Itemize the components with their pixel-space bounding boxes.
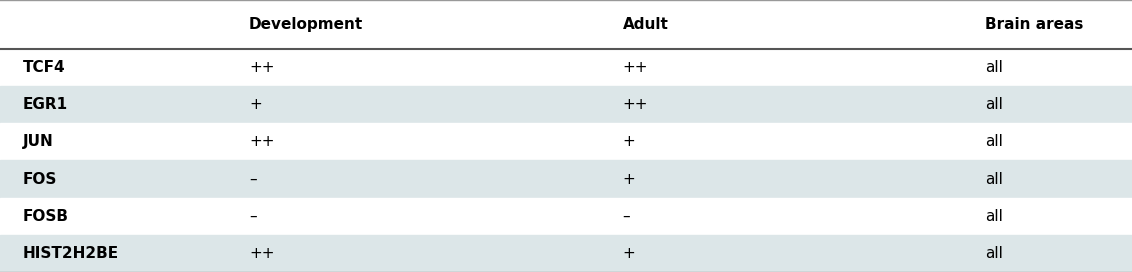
Text: +: +: [623, 246, 635, 261]
Text: ++: ++: [249, 246, 275, 261]
Text: all: all: [985, 209, 1003, 224]
Text: –: –: [623, 209, 631, 224]
Text: EGR1: EGR1: [23, 97, 68, 112]
Text: Adult: Adult: [623, 17, 669, 32]
Text: TCF4: TCF4: [23, 60, 66, 75]
Text: FOSB: FOSB: [23, 209, 69, 224]
Bar: [0, 235, 1132, 272]
Text: HIST2H2BE: HIST2H2BE: [23, 246, 119, 261]
Bar: [0, 123, 1132, 160]
Text: Brain areas: Brain areas: [985, 17, 1083, 32]
Text: FOS: FOS: [23, 172, 57, 187]
Text: –: –: [249, 209, 257, 224]
Text: ++: ++: [623, 97, 649, 112]
Text: –: –: [249, 172, 257, 187]
Text: ++: ++: [249, 60, 275, 75]
Text: JUN: JUN: [23, 134, 53, 149]
Bar: [0, 49, 1132, 86]
Text: ++: ++: [249, 134, 275, 149]
Bar: [0, 160, 1132, 198]
Bar: [0, 198, 1132, 235]
Text: +: +: [623, 134, 635, 149]
Text: all: all: [985, 172, 1003, 187]
Bar: [0, 0, 1132, 49]
Bar: [0, 86, 1132, 123]
Text: +: +: [249, 97, 261, 112]
Text: all: all: [985, 134, 1003, 149]
Text: all: all: [985, 97, 1003, 112]
Text: ++: ++: [623, 60, 649, 75]
Text: all: all: [985, 246, 1003, 261]
Text: Development: Development: [249, 17, 363, 32]
Text: +: +: [623, 172, 635, 187]
Text: all: all: [985, 60, 1003, 75]
